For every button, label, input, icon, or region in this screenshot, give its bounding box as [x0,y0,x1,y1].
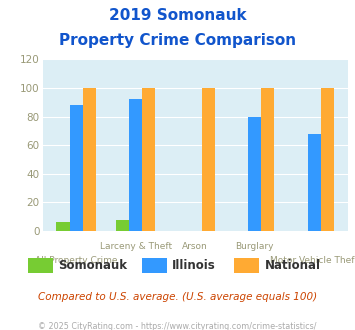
Text: Illinois: Illinois [172,259,216,272]
Text: National: National [264,259,321,272]
Text: 2019 Somonauk: 2019 Somonauk [109,8,246,23]
Bar [248,116,261,231]
Bar [83,88,96,231]
Bar [321,88,334,231]
Text: Compared to U.S. average. (U.S. average equals 100): Compared to U.S. average. (U.S. average … [38,292,317,302]
Text: Somonauk: Somonauk [59,259,127,272]
Bar [116,219,129,231]
Bar [261,88,274,231]
Bar [142,88,155,231]
Bar [56,222,70,231]
Bar [129,99,142,231]
Bar [70,105,83,231]
Text: Burglary: Burglary [236,242,274,251]
Text: Larceny & Theft: Larceny & Theft [100,242,172,251]
Text: Arson: Arson [182,242,208,251]
Text: Property Crime Comparison: Property Crime Comparison [59,33,296,48]
Bar [308,134,321,231]
Text: Motor Vehicle Theft: Motor Vehicle Theft [271,256,355,265]
Text: © 2025 CityRating.com - https://www.cityrating.com/crime-statistics/: © 2025 CityRating.com - https://www.city… [38,322,317,330]
Bar [202,88,215,231]
Text: All Property Crime: All Property Crime [35,256,118,265]
